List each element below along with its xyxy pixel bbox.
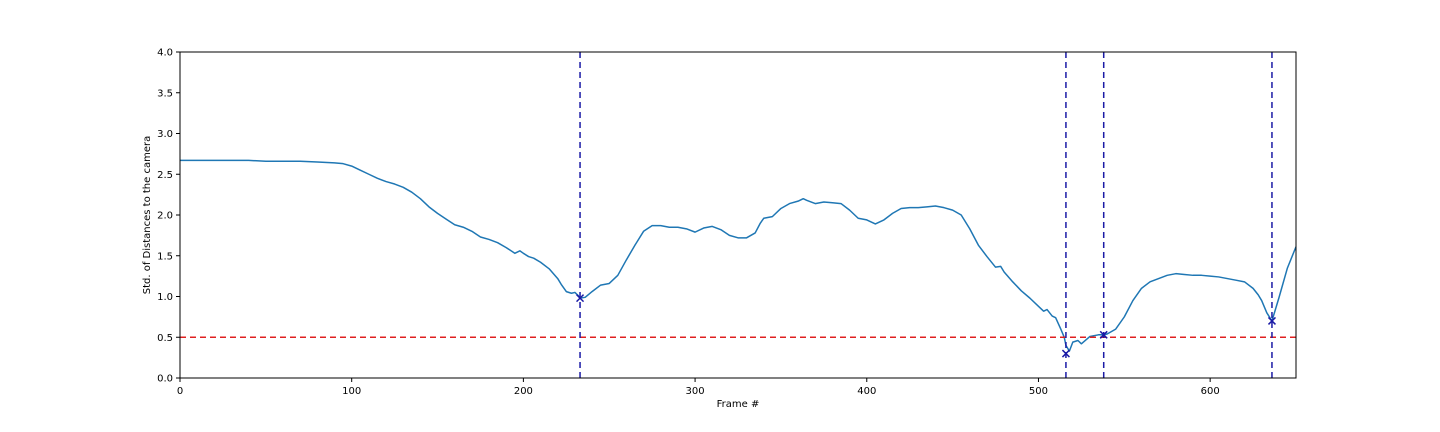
plot-content (180, 52, 1296, 378)
x-tick-label: 400 (857, 386, 876, 397)
series-line-0 (180, 159, 1296, 352)
y-tick-label: 0.0 (157, 374, 173, 385)
y-tick-label: 0.5 (157, 333, 173, 344)
x-tick-label: 500 (1029, 386, 1048, 397)
marker-point-3 (1267, 316, 1276, 325)
marker-stroke (1099, 330, 1108, 339)
marker-stroke (576, 294, 585, 303)
y-tick-label: 2.5 (157, 170, 173, 181)
y-tick-label: 3.0 (157, 129, 173, 140)
x-tick-label: 200 (514, 386, 533, 397)
x-tick-label: 300 (686, 386, 705, 397)
axes: 0 100 200 300 400 500 600 0.0 0.5 1.0 1.5 2.0 2.5 3.0… (157, 48, 1297, 397)
marker-point-0 (576, 294, 585, 303)
y-tick-label: 4.0 (157, 48, 173, 59)
y-tick-label: 1.0 (157, 292, 173, 303)
marker-point-2 (1099, 330, 1108, 339)
x-tick-label: 100 (342, 386, 361, 397)
marker-stroke (1267, 316, 1276, 325)
x-tick-label: 600 (1201, 386, 1220, 397)
x-axis-label: Frame # (717, 399, 760, 410)
y-axis-label: Std. of Distances to the camera (142, 136, 153, 294)
y-tick-label: 3.5 (157, 88, 173, 99)
y-tick-label: 2.0 (157, 211, 173, 222)
x-tick-label: 0 (177, 386, 183, 397)
marker-point-1 (1061, 349, 1070, 358)
marker-stroke (1061, 349, 1070, 358)
plot-area (180, 52, 1296, 378)
y-tick-label: 1.5 (157, 251, 173, 262)
